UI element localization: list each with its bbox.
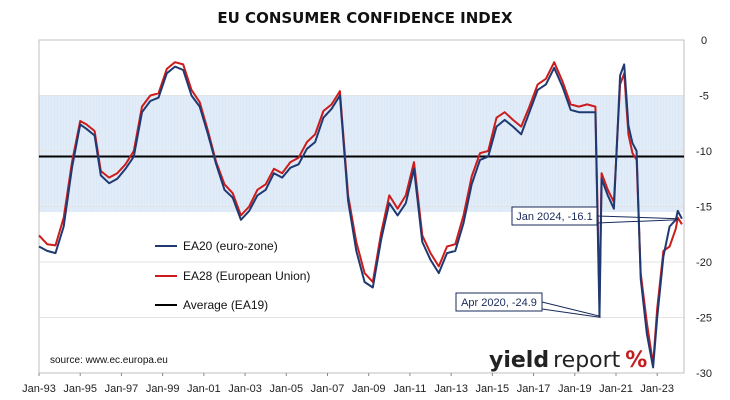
annotation-label: Jan 2024, -16.1	[516, 211, 592, 223]
series-line-ea20	[38, 63, 683, 369]
annotation-box	[455, 292, 543, 312]
x-tick-label: Jan-17	[517, 383, 551, 395]
x-tick-label: Jan-19	[558, 383, 592, 395]
legend-item-average: Average (EA19)	[183, 298, 268, 312]
y-tick-label: -5	[699, 91, 709, 103]
source-text: source: www.ec.europa.eu	[50, 355, 168, 366]
x-tick-label: Jan-15	[476, 383, 510, 395]
x-tick-label: Jan-07	[311, 383, 345, 395]
logo-percent: %	[625, 348, 647, 373]
x-tick-label: Jan-95	[63, 383, 97, 395]
legend-item-ea20: EA20 (euro-zone)	[183, 239, 278, 253]
axis-ticks: 0 -5 -10 -15 -20 -25 -30 Jan-93 Jan-95 Jan-97 Jan-…	[22, 35, 712, 395]
series-line-ea28	[38, 61, 683, 366]
x-tick-label: Jan-97	[105, 383, 139, 395]
y-tick-label: -20	[696, 257, 712, 269]
series-lines	[38, 61, 683, 369]
x-tick-label: Jan-03	[228, 383, 262, 395]
annotations: Jan 2024, -16.1 Apr 2020, -24.9	[455, 206, 678, 318]
y-tick-label: -10	[696, 146, 712, 158]
annotation-leader	[596, 219, 678, 224]
x-tick-label: Jan-23	[640, 383, 674, 395]
legend-item-ea28: EA28 (European Union)	[183, 269, 310, 283]
annotation-leader	[541, 301, 601, 317]
plot-frame	[38, 39, 685, 374]
y-tick-label: -30	[696, 368, 712, 380]
x-tick-label: Jan-09	[352, 383, 386, 395]
logo: yield report%	[489, 348, 647, 373]
annotation-leader	[596, 215, 678, 220]
annotation-box	[511, 206, 598, 226]
y-tick-label: -15	[696, 202, 712, 214]
band-rect	[39, 95, 684, 213]
x-tick-label: Jan-99	[146, 383, 180, 395]
logo-yield: yield	[489, 348, 549, 373]
annotation-label: Apr 2020, -24.9	[461, 297, 537, 309]
x-tick-label: Jan-01	[187, 383, 221, 395]
y-tick-label: 0	[701, 35, 707, 47]
shaded-band	[39, 95, 684, 213]
legend: EA20 (euro-zone) EA28 (European Union) Ave…	[155, 239, 310, 312]
x-tick-label: Jan-93	[22, 383, 56, 395]
x-tick-label: Jan-13	[434, 383, 468, 395]
x-tick-label: Jan-21	[599, 383, 633, 395]
x-tick-label: Jan-11	[394, 383, 427, 395]
chart-title: EU CONSUMER CONFIDENCE INDEX	[217, 9, 513, 27]
annotation-leader	[541, 308, 601, 318]
x-tick-label: Jan-05	[269, 383, 303, 395]
y-tick-label: -25	[696, 313, 712, 325]
logo-report: report	[553, 348, 621, 373]
